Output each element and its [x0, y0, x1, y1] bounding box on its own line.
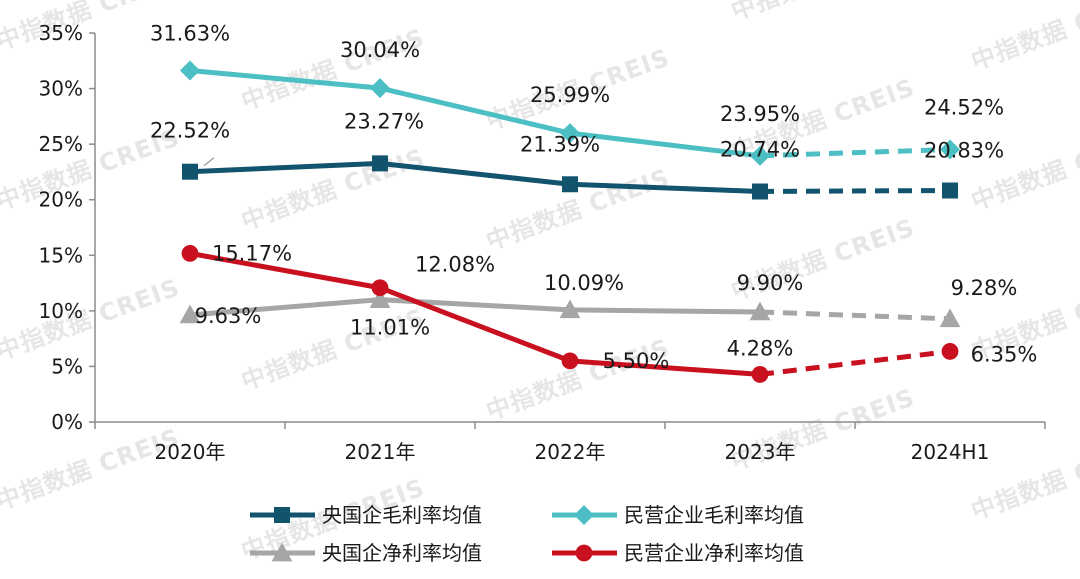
- data-label: 6.35%: [971, 342, 1038, 366]
- y-tick-label: 5%: [51, 354, 83, 378]
- series-1: [182, 155, 958, 200]
- data-label: 24.52%: [924, 95, 1004, 119]
- data-point: [179, 304, 201, 324]
- data-point: [559, 299, 581, 319]
- x-tick-label: 2022年: [535, 440, 606, 464]
- legend-marker: [575, 544, 593, 562]
- series-line-solid: [187, 297, 763, 318]
- axes: 0% 5% 10% 15% 20% 25% 30% 35% 2020年 2021年 2022年 202…: [39, 21, 1046, 464]
- data-label: 31.63%: [150, 21, 230, 45]
- data-point: [752, 183, 768, 200]
- data-point: [941, 343, 959, 360]
- data-label: 9.28%: [951, 276, 1018, 300]
- data-point: [562, 176, 578, 193]
- series-line-solid: [187, 160, 763, 194]
- watermark-text: 中指数据 CREIS: [0, 423, 183, 515]
- watermark-text: 中指数据 CREIS: [237, 143, 428, 235]
- y-tick-label: 30%: [39, 77, 83, 101]
- y-tick-label: 20%: [39, 188, 83, 212]
- data-point: [371, 279, 389, 297]
- y-tick-label: 10%: [39, 299, 83, 323]
- watermark-text: 中指数据 CREIS: [482, 333, 673, 425]
- data-point: [369, 289, 391, 308]
- data-label: 12.08%: [415, 253, 495, 277]
- legend-label: 民营企业毛利率均值: [624, 503, 804, 527]
- data-point: [182, 163, 198, 180]
- data-label: 11.01%: [350, 316, 430, 340]
- data-label: 25.99%: [530, 83, 610, 107]
- data-point: [560, 123, 580, 144]
- data-point: [370, 78, 390, 99]
- legend-marker: [574, 505, 594, 525]
- data-point: [749, 301, 771, 321]
- legend-item: 民营企业毛利率均值: [552, 503, 804, 527]
- data-label: 20.83%: [924, 138, 1004, 162]
- data-label: 23.95%: [720, 102, 800, 126]
- series-3: [179, 289, 961, 328]
- data-label: 20.74%: [720, 137, 800, 161]
- legend-label: 民营企业净利率均值: [624, 541, 804, 565]
- legend-marker: [274, 507, 290, 523]
- x-tick-label: 2024H1: [911, 440, 990, 464]
- legend-item: 央国企毛利率均值: [250, 503, 482, 527]
- data-point: [372, 155, 388, 172]
- y-tick-label: 25%: [39, 132, 83, 156]
- watermark-text: 中指数据 CREIS: [967, 0, 1080, 76]
- series-line-dashed: [759, 348, 951, 377]
- watermark-text: 中指数据 CREIS: [727, 0, 918, 26]
- legend-marker: [271, 542, 293, 562]
- series-line-dashed: [759, 187, 951, 194]
- data-point: [561, 352, 579, 370]
- data-label: 4.28%: [727, 336, 794, 360]
- data-label: 30.04%: [340, 38, 420, 62]
- data-point: [940, 139, 960, 160]
- data-label: 15.17%: [212, 241, 292, 265]
- legend-item: 央国企净利率均值: [250, 541, 482, 565]
- legend-item: 民营企业净利率均值: [552, 541, 804, 565]
- data-point: [181, 244, 199, 262]
- data-label: 22.52%: [150, 119, 230, 143]
- data-labels: 22.52% 23.27% 21.39% 20.74% 20.83% 31.63% 30.0…: [150, 21, 1037, 372]
- series-line-dashed: [759, 146, 951, 159]
- data-label: 21.39%: [520, 132, 600, 156]
- x-tick-label: 2020年: [155, 440, 226, 464]
- x-tick-label: 2021年: [345, 440, 416, 464]
- label-leader-line: [203, 157, 215, 167]
- series-4: [181, 244, 959, 383]
- data-point: [750, 145, 770, 166]
- series-2: [180, 60, 960, 166]
- watermark-text: 中指数据 CREIS: [0, 273, 183, 365]
- y-tick-label: 35%: [39, 21, 83, 45]
- data-point: [939, 308, 961, 328]
- data-label: 23.27%: [344, 109, 424, 133]
- data-point: [751, 366, 769, 383]
- data-label: 9.63%: [195, 304, 262, 328]
- data-label: 10.09%: [544, 271, 624, 295]
- y-tick-label: 0%: [51, 410, 83, 434]
- data-point: [180, 60, 200, 81]
- x-tick-label: 2023年: [725, 440, 796, 464]
- y-tick-label: 15%: [39, 243, 83, 267]
- data-label: 5.50%: [603, 349, 670, 373]
- legend-label: 央国企毛利率均值: [322, 503, 482, 527]
- legend-label: 央国企净利率均值: [322, 541, 482, 565]
- series-line-dashed: [759, 309, 951, 322]
- series-line-solid: [187, 67, 763, 159]
- series-line-solid: [187, 250, 763, 377]
- series-layer: [179, 60, 961, 383]
- data-point: [942, 182, 958, 199]
- data-label: 9.90%: [737, 271, 804, 295]
- watermark-text: 中指数据 CREIS: [967, 123, 1080, 215]
